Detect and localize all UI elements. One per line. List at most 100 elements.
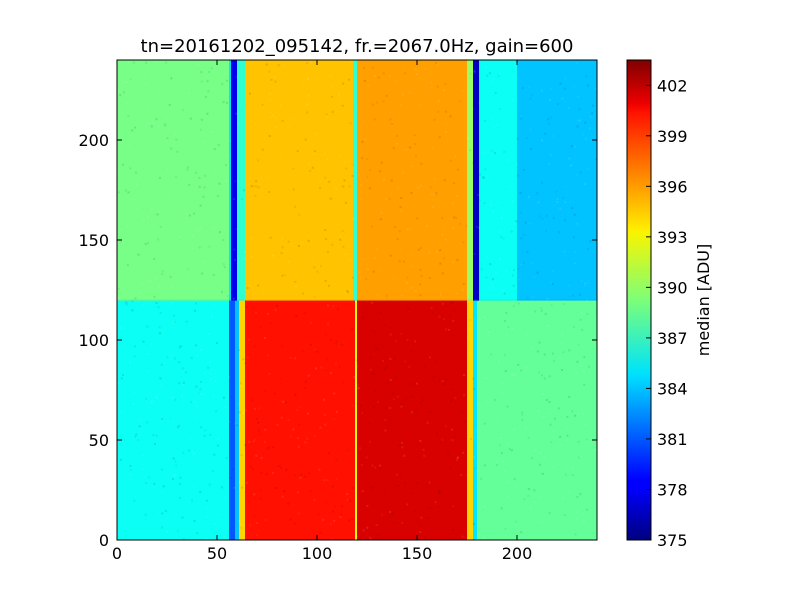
noise-pixel bbox=[409, 350, 412, 353]
noise-pixel bbox=[436, 63, 439, 66]
noise-pixel bbox=[138, 176, 141, 179]
noise-pixel bbox=[176, 426, 179, 429]
noise-pixel bbox=[569, 410, 572, 413]
noise-pixel bbox=[433, 118, 436, 121]
noise-pixel bbox=[434, 501, 437, 504]
noise-pixel bbox=[541, 181, 544, 184]
noise-pixel bbox=[416, 382, 418, 385]
noise-pixel bbox=[199, 388, 202, 391]
noise-pixel bbox=[451, 428, 454, 431]
noise-pixel bbox=[410, 286, 413, 289]
noise-pixel bbox=[534, 310, 537, 313]
colorbar-tick-label: 375 bbox=[657, 531, 688, 550]
noise-pixel bbox=[372, 373, 375, 376]
noise-pixel bbox=[302, 292, 305, 295]
noise-pixel bbox=[513, 478, 516, 480]
noise-pixel bbox=[472, 107, 475, 110]
noise-pixel bbox=[527, 437, 530, 439]
noise-pixel bbox=[568, 157, 571, 160]
noise-pixel bbox=[523, 262, 525, 264]
noise-pixel bbox=[366, 175, 369, 178]
noise-pixel bbox=[419, 294, 422, 297]
noise-pixel bbox=[500, 391, 503, 394]
noise-pixel bbox=[582, 133, 585, 136]
noise-pixel bbox=[289, 356, 292, 359]
noise-pixel bbox=[299, 476, 302, 479]
noise-pixel bbox=[498, 230, 501, 233]
noise-pixel bbox=[381, 513, 384, 516]
noise-pixel bbox=[372, 270, 375, 273]
noise-pixel bbox=[505, 269, 508, 272]
heatmap-cell bbox=[229, 60, 232, 301]
noise-pixel bbox=[429, 186, 432, 189]
noise-pixel bbox=[295, 292, 298, 295]
noise-pixel bbox=[272, 472, 275, 474]
noise-pixel bbox=[275, 126, 278, 128]
noise-pixel bbox=[239, 313, 241, 316]
noise-pixel bbox=[410, 492, 413, 495]
noise-pixel bbox=[438, 136, 441, 139]
noise-pixel bbox=[160, 468, 163, 471]
noise-pixel bbox=[531, 296, 534, 299]
noise-pixel bbox=[332, 510, 334, 513]
x-tick-label: 50 bbox=[207, 544, 227, 563]
noise-pixel bbox=[190, 356, 193, 359]
colorbar bbox=[626, 59, 652, 541]
noise-pixel bbox=[323, 152, 326, 155]
noise-pixel bbox=[323, 413, 326, 416]
noise-pixel bbox=[546, 297, 549, 300]
noise-pixel bbox=[222, 263, 225, 266]
noise-pixel bbox=[570, 145, 573, 148]
noise-pixel bbox=[242, 257, 245, 260]
noise-pixel bbox=[572, 294, 575, 297]
noise-pixel bbox=[224, 535, 227, 538]
noise-pixel bbox=[508, 185, 511, 188]
noise-pixel bbox=[263, 175, 266, 178]
noise-pixel bbox=[198, 246, 201, 249]
noise-pixel bbox=[477, 193, 480, 196]
noise-pixel bbox=[397, 395, 399, 398]
noise-pixel bbox=[224, 406, 227, 409]
noise-pixel bbox=[251, 185, 254, 188]
heatmap-cell bbox=[355, 300, 358, 540]
noise-pixel bbox=[520, 115, 523, 118]
noise-pixel bbox=[413, 134, 416, 137]
noise-pixel bbox=[592, 104, 594, 107]
noise-pixel bbox=[287, 126, 290, 129]
noise-pixel bbox=[195, 385, 198, 388]
noise-pixel bbox=[327, 304, 329, 307]
noise-pixel bbox=[433, 192, 436, 195]
noise-pixel bbox=[217, 314, 220, 317]
heatmap-cell bbox=[231, 60, 238, 301]
noise-pixel bbox=[457, 168, 459, 171]
noise-pixel bbox=[433, 178, 436, 181]
noise-pixel bbox=[470, 437, 472, 440]
noise-pixel bbox=[436, 432, 439, 435]
noise-pixel bbox=[344, 253, 347, 256]
noise-pixel bbox=[329, 197, 332, 200]
noise-pixel bbox=[576, 125, 579, 128]
noise-pixel bbox=[191, 450, 193, 452]
noise-pixel bbox=[279, 153, 282, 156]
noise-pixel bbox=[552, 282, 554, 285]
noise-pixel bbox=[144, 243, 147, 246]
noise-pixel bbox=[145, 482, 148, 485]
noise-pixel bbox=[199, 391, 202, 394]
noise-pixel bbox=[482, 177, 485, 179]
noise-pixel bbox=[138, 419, 141, 422]
noise-pixel bbox=[281, 246, 284, 249]
noise-pixel bbox=[430, 306, 433, 309]
noise-pixel bbox=[249, 92, 251, 95]
noise-pixel bbox=[249, 524, 252, 527]
noise-pixel bbox=[385, 197, 387, 200]
noise-pixel bbox=[268, 135, 271, 137]
noise-pixel bbox=[332, 305, 335, 308]
noise-pixel bbox=[319, 531, 322, 534]
noise-pixel bbox=[467, 336, 470, 339]
noise-pixel bbox=[450, 399, 453, 402]
noise-pixel bbox=[519, 191, 522, 194]
noise-pixel bbox=[371, 225, 374, 228]
noise-pixel bbox=[494, 152, 496, 155]
noise-pixel bbox=[294, 474, 297, 477]
noise-pixel bbox=[548, 99, 551, 102]
